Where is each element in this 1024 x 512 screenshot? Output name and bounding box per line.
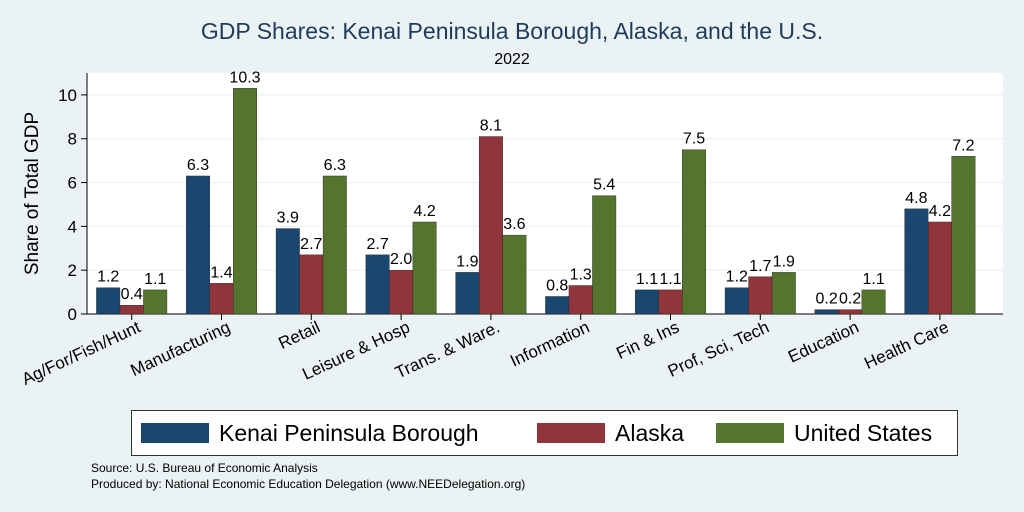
data-label: 2.0: [390, 251, 412, 268]
legend-swatch-alaska: [537, 423, 605, 443]
chart-title: GDP Shares: Kenai Peninsula Borough, Ala…: [200, 18, 824, 44]
data-label: 4.2: [929, 203, 951, 220]
data-label: 0.8: [546, 277, 568, 294]
bar-kenai: [275, 228, 300, 315]
x-tick-label: Manufacturing: [128, 317, 234, 380]
bar-kenai: [96, 287, 121, 315]
data-label: 8.1: [480, 118, 502, 135]
bar-us: [412, 221, 437, 315]
y-tick-label: 10: [58, 86, 77, 105]
data-label: 7.5: [683, 131, 705, 148]
x-tick-label: Ag/For/Fish/Hunt: [19, 317, 144, 389]
legend-label-kenai: Kenai Peninsula Borough: [219, 419, 479, 446]
data-label: 1.4: [210, 264, 232, 281]
data-label: 1.9: [456, 253, 478, 270]
source-line: Source: U.S. Bureau of Economic Analysis: [91, 461, 318, 475]
bar-kenai: [814, 309, 839, 315]
y-tick-label: 2: [68, 261, 77, 280]
bar-us: [233, 88, 257, 315]
data-label: 3.9: [277, 210, 299, 227]
x-tick-label: Prof, Sci, Tech: [665, 317, 772, 380]
bar-us: [771, 272, 796, 315]
y-tick-label: 6: [68, 174, 77, 193]
bar-kenai: [186, 175, 210, 315]
bar-alaska: [658, 289, 683, 315]
data-label: 5.4: [593, 177, 615, 194]
bar-alaska: [478, 136, 503, 315]
legend-label-alaska: Alaska: [615, 419, 685, 446]
data-label: 1.7: [749, 258, 771, 275]
bar-alaska: [927, 221, 952, 315]
bar-alaska: [119, 305, 144, 315]
data-label: 4.2: [413, 203, 435, 220]
bar-us: [143, 289, 168, 315]
data-label: 4.8: [905, 190, 927, 207]
bar-alaska: [568, 285, 593, 315]
y-axis-label: Share of Total GDP: [22, 112, 43, 275]
bar-us: [502, 234, 527, 315]
bar-alaska: [209, 283, 234, 315]
y-tick-label: 4: [68, 217, 77, 236]
bar-kenai: [724, 287, 749, 315]
data-label: 0.2: [839, 291, 861, 308]
data-label: 1.2: [97, 269, 119, 286]
legend-item-alaska: Alaska: [537, 418, 684, 448]
data-label: 0.4: [121, 286, 143, 303]
chart-subtitle: 2022: [494, 51, 530, 68]
bar-kenai: [545, 296, 570, 315]
legend-swatch-us: [716, 423, 784, 443]
bar-kenai: [635, 289, 659, 315]
data-label: 1.9: [773, 253, 795, 270]
x-tick-label: Information: [507, 317, 592, 370]
data-label: 2.7: [366, 236, 388, 253]
x-tick-label: Health Care: [861, 317, 951, 373]
y-tick-label: 0: [68, 305, 77, 324]
bar-us: [322, 175, 347, 315]
data-label: 1.1: [862, 271, 884, 288]
data-label: 1.1: [659, 271, 681, 288]
bar-alaska: [389, 269, 414, 315]
data-label: 0.2: [815, 291, 837, 308]
produced-by-line: Produced by: National Economic Education…: [91, 477, 526, 491]
bar-us: [861, 289, 886, 315]
bar-us: [682, 149, 706, 315]
legend-item-us: United States: [716, 418, 932, 448]
data-label: 1.2: [726, 269, 748, 286]
bar-us: [592, 195, 617, 315]
data-label: 10.3: [229, 69, 260, 86]
data-label: 6.3: [187, 157, 209, 174]
legend-swatch-kenai: [141, 423, 209, 443]
y-tick-label: 8: [68, 130, 77, 149]
data-label: 7.2: [952, 137, 974, 154]
data-label: 2.7: [300, 236, 322, 253]
bar-kenai: [365, 254, 390, 315]
bar-alaska: [299, 254, 324, 315]
data-label: 1.3: [570, 267, 592, 284]
data-label: 1.1: [144, 271, 166, 288]
legend-item-kenai: Kenai Peninsula Borough: [141, 418, 479, 448]
bar-us: [951, 156, 976, 315]
bar-alaska: [748, 276, 773, 315]
data-label: 6.3: [324, 157, 346, 174]
chart-legend: Kenai Peninsula Borough Alaska United St…: [131, 410, 958, 456]
x-tick-label: Education: [785, 317, 862, 366]
bar-alaska: [838, 309, 863, 315]
x-tick-label: Fin & Ins: [613, 317, 682, 363]
data-label: 1.1: [636, 271, 658, 288]
x-tick-label: Retail: [276, 317, 323, 353]
data-label: 3.6: [503, 216, 525, 233]
legend-label-us: United States: [794, 419, 933, 446]
bar-kenai: [455, 272, 480, 315]
bar-kenai: [904, 208, 929, 315]
